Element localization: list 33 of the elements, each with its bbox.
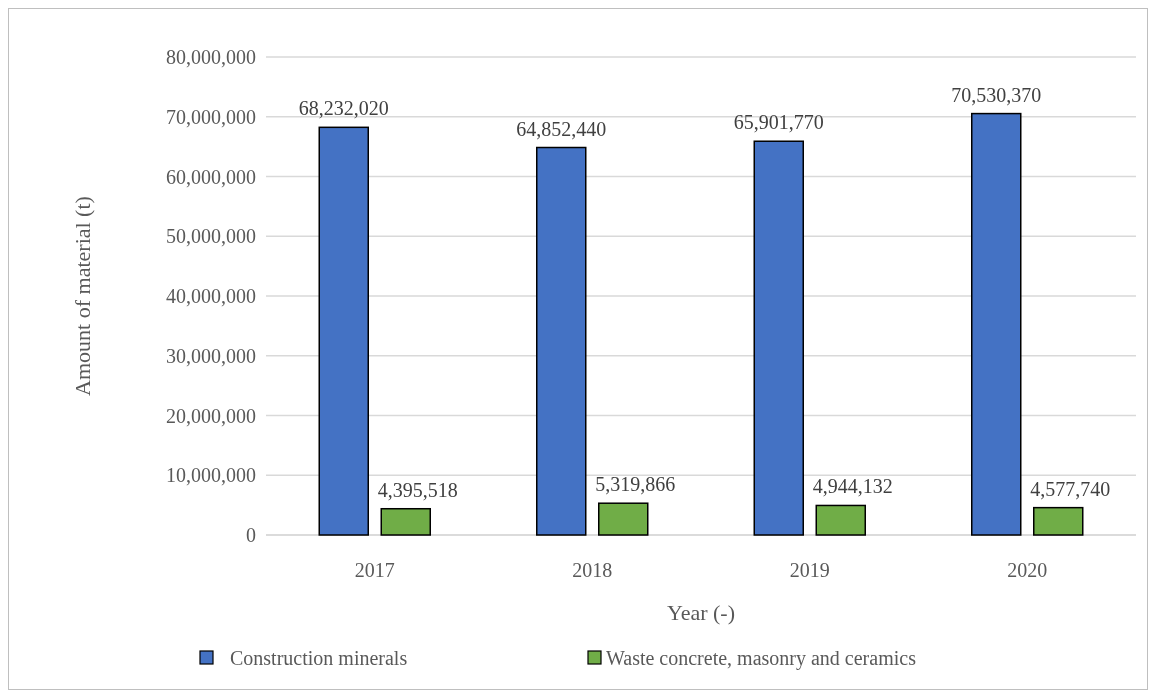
bar: [815, 504, 866, 536]
x-tick-label: 2018: [572, 559, 613, 581]
data-label: 65,901,770: [733, 111, 824, 134]
data-label: 4,577,740: [1030, 477, 1111, 500]
y-tick-label: 0: [246, 524, 256, 546]
bar: [598, 502, 649, 536]
data-label: 64,852,440: [516, 117, 607, 140]
x-tick-label: 2019: [789, 559, 830, 581]
data-label: 4,395,518: [377, 478, 458, 501]
bar: [971, 112, 1022, 536]
y-tick-label: 30,000,000: [166, 344, 256, 367]
y-tick-label: 10,000,000: [166, 464, 256, 487]
y-tick-label: 70,000,000: [166, 105, 256, 128]
data-label: 68,232,020: [298, 97, 389, 120]
x-axis-title: Year (-): [666, 600, 736, 625]
bar: [536, 146, 587, 536]
y-tick-label: 20,000,000: [166, 404, 256, 427]
y-tick-label: 50,000,000: [166, 225, 256, 248]
bar: [380, 507, 431, 536]
bar: [318, 126, 369, 536]
y-tick-label: 80,000,000: [166, 46, 256, 68]
bar: [1033, 506, 1084, 536]
data-label: 70,530,370: [951, 83, 1042, 106]
data-label: 4,944,132: [812, 475, 893, 498]
data-label: 5,319,866: [595, 473, 676, 496]
y-tick-label: 40,000,000: [166, 285, 256, 307]
y-axis-title: Amount of material (t): [70, 196, 95, 396]
x-tick-label: 2017: [354, 559, 395, 581]
y-tick-label: 60,000,000: [166, 165, 256, 188]
bar: [753, 140, 804, 536]
legend-label: Construction minerals: [230, 647, 408, 669]
x-tick-label: 2020: [1007, 559, 1048, 581]
legend-label: Waste concrete, masonry and ceramics: [606, 647, 917, 670]
